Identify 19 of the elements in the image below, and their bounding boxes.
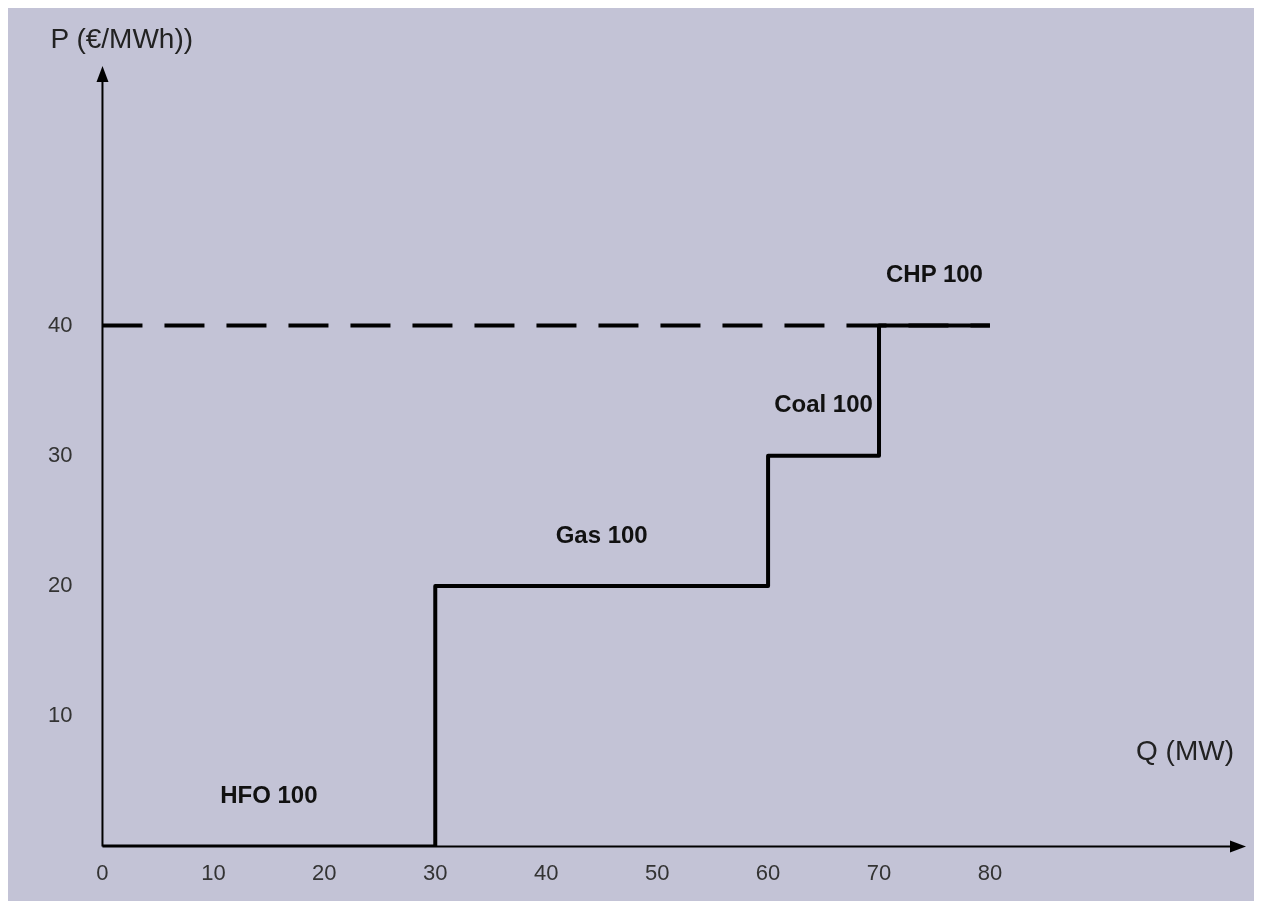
x-tick-label: 40 [533, 859, 559, 885]
x-tick-label: 70 [866, 859, 892, 885]
x-tick-label: 80 [977, 859, 1003, 885]
x-tick-label: 20 [312, 859, 337, 885]
x-tick-label: 30 [423, 859, 448, 885]
x-tick-label: 10 [201, 859, 226, 885]
y-tick-label: 30 [47, 441, 73, 467]
annotation: Coal 100 [774, 390, 873, 418]
y-tick-label: 20 [47, 572, 73, 598]
x-tick-label: 50 [644, 859, 670, 885]
y-axis-title: P (€/MWh)) [50, 22, 194, 54]
x-tick-label: 0 [96, 859, 109, 885]
annotation: CHP 100 [886, 260, 983, 288]
annotation: HFO 100 [220, 781, 318, 809]
x-axis-title: Q (MW) [1136, 735, 1234, 767]
y-tick-label: 40 [47, 311, 73, 337]
x-tick-label: 60 [755, 859, 781, 885]
y-tick-label: 10 [47, 702, 73, 728]
annotation: Gas 100 [555, 520, 648, 548]
